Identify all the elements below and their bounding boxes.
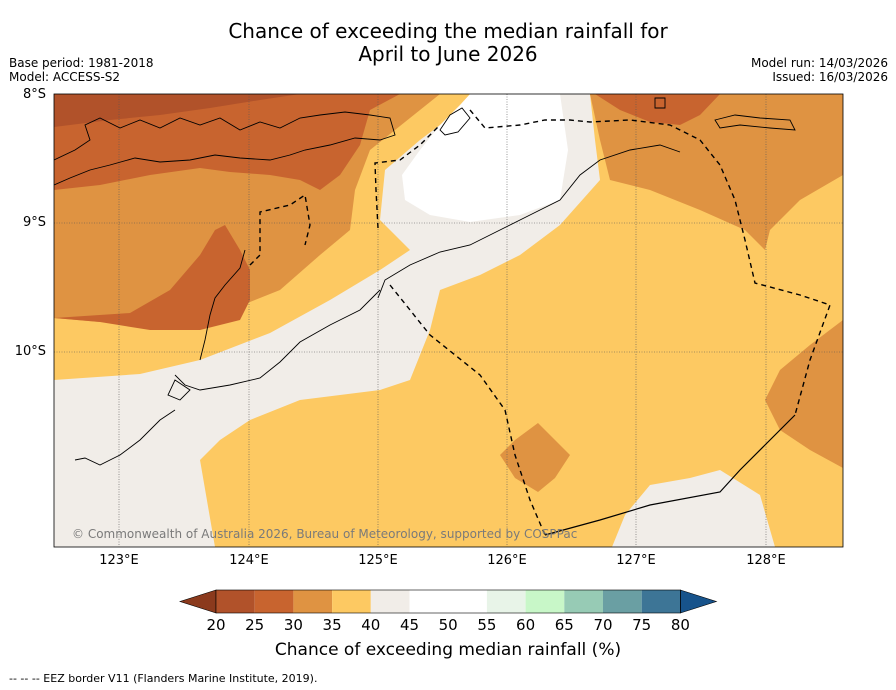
lon-label-128e: 128°E — [746, 553, 786, 568]
lon-label-125e: 125°E — [358, 553, 398, 568]
colorbar-tick-70: 70 — [593, 616, 613, 634]
chart-title: Chance of exceeding the median rainfall … — [0, 20, 896, 66]
colorbar-label: Chance of exceeding median rainfall (%) — [274, 640, 622, 660]
colorbar-frame — [215, 589, 681, 614]
colorbar-segment-40-45 — [370, 590, 410, 613]
colorbar-segment-30-35 — [293, 590, 333, 613]
zone-35-40-northeast — [590, 94, 843, 250]
zone-35-40-southeast — [765, 320, 843, 468]
lat-label-10s: 10°S — [14, 344, 46, 359]
colorbar-segment-50-55 — [448, 590, 487, 613]
eez-border — [249, 109, 831, 536]
colorbar-tick-80: 80 — [670, 616, 690, 634]
colorbar-segment-35-40 — [332, 590, 371, 613]
colorbar-arrow-high — [680, 589, 718, 614]
lon-label-124e: 124°E — [229, 553, 269, 568]
zone-30-35-west — [54, 225, 250, 330]
colorbar-segment-60-65 — [525, 590, 565, 613]
colorbar-tick-65: 65 — [554, 616, 574, 634]
lon-label-123e: 123°E — [99, 553, 139, 568]
colorbar-segments — [179, 589, 718, 614]
colorbar-tick-45: 45 — [399, 616, 420, 634]
colorbar-tick-35: 35 — [322, 616, 342, 634]
zone-30-35-northeast — [595, 94, 720, 125]
colorbar-tick-30: 30 — [283, 616, 303, 634]
colorbar-segment-55-60 — [486, 590, 526, 613]
zone-30-35-north — [54, 94, 400, 190]
lon-label-126e: 126°E — [487, 553, 527, 568]
colorbar-tick-20: 20 — [206, 616, 226, 634]
colorbar-tick-75: 75 — [632, 616, 652, 634]
meta-right: Model run: 14/03/2026 Issued: 16/03/2026 — [751, 56, 888, 84]
eez-border-solid — [544, 414, 796, 536]
issued-date: Issued: 16/03/2026 — [772, 70, 888, 84]
colorbar-arrow-low — [179, 589, 217, 614]
map-frame — [53, 93, 844, 548]
colorbar-segment-25-30 — [254, 590, 294, 613]
zone-25-30 — [54, 94, 300, 127]
colorbar-tick-40: 40 — [361, 616, 381, 634]
model-run: Model run: 14/03/2026 — [750, 56, 888, 70]
map-fields — [54, 94, 843, 547]
colorbar-segment-45-50 — [409, 590, 449, 613]
zone-50-55 — [402, 94, 568, 222]
title-line-1: Chance of exceeding the median rainfall … — [228, 19, 668, 43]
title-line-2: April to June 2026 — [358, 42, 538, 66]
gridlines — [54, 94, 843, 547]
eez-footnote: -- -- -- EEZ border V11 (Flanders Marine… — [9, 672, 318, 685]
colorbar-segment-75-80 — [641, 590, 681, 613]
colorbar-tick-60: 60 — [516, 616, 536, 634]
colorbar-segment-70-75 — [603, 590, 642, 613]
zone-35-40-blob — [500, 423, 570, 492]
meta-left: Base period: 1981-2018 Model: ACCESS-S2 — [9, 56, 154, 84]
colorbar-tick-25: 25 — [245, 616, 265, 634]
lon-label-127e: 127°E — [616, 553, 656, 568]
colorbar-tick-50: 50 — [438, 616, 458, 634]
colorbar-tick-55: 55 — [477, 616, 497, 634]
zone-45-50-south — [612, 470, 775, 547]
copyright-notice: © Commonwealth of Australia 2026, Bureau… — [72, 527, 578, 541]
colorbar-segment-20-25 — [216, 590, 255, 613]
lat-label-8s: 8°S — [22, 87, 46, 102]
coastlines — [54, 97, 796, 466]
model-name: Model: ACCESS-S2 — [9, 70, 121, 84]
colorbar-segment-65-70 — [564, 590, 603, 613]
lat-label-9s: 9°S — [22, 215, 46, 230]
base-period: Base period: 1981-2018 — [9, 56, 154, 70]
